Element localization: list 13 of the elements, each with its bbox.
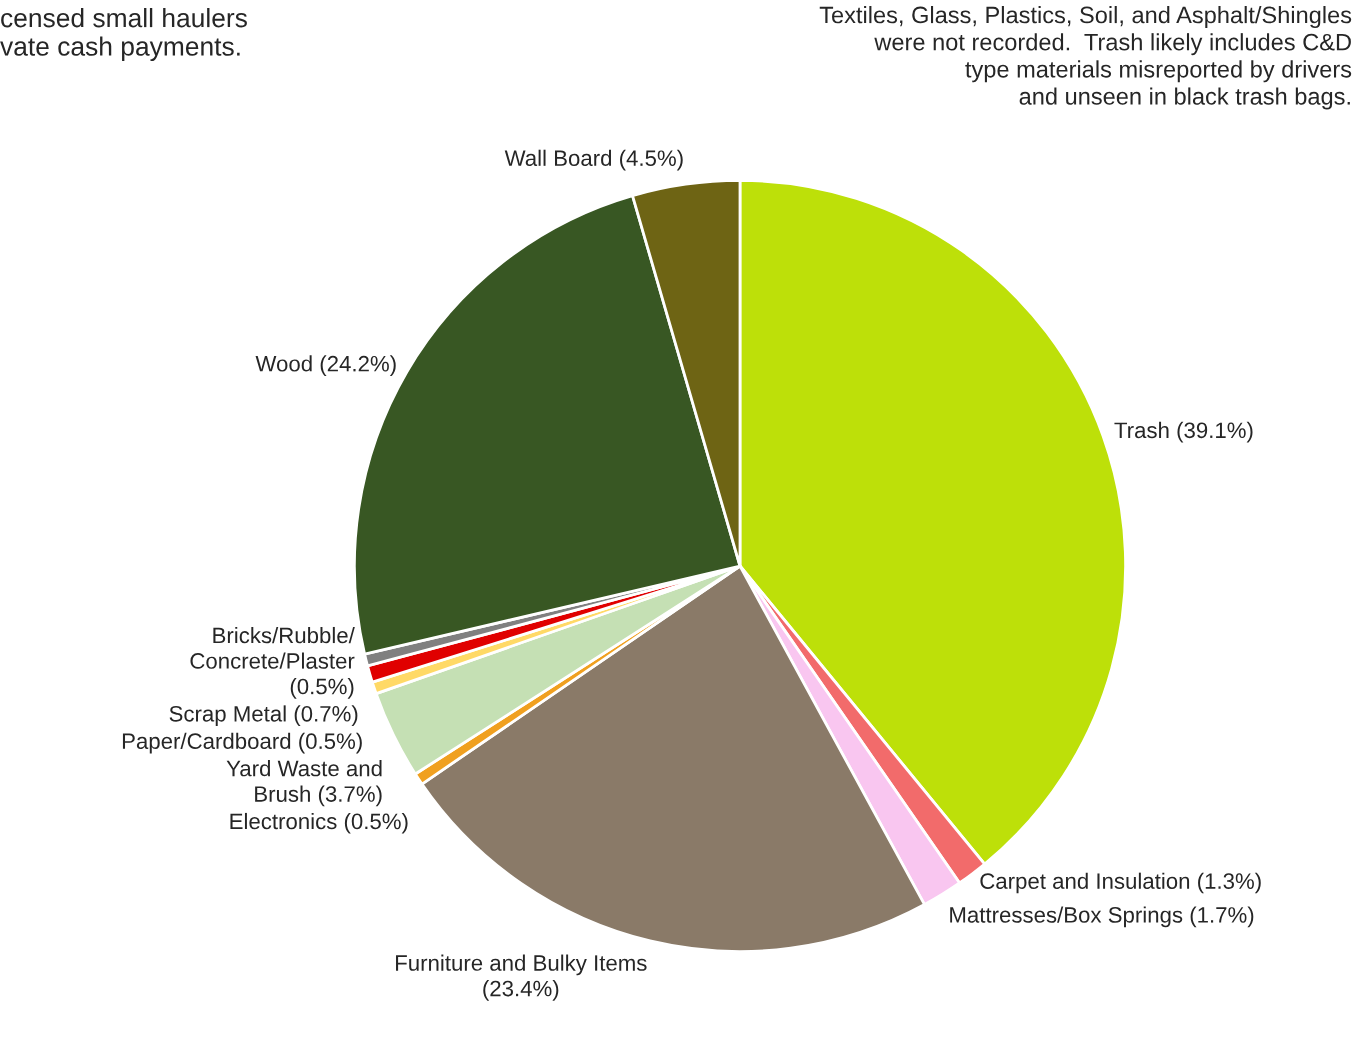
slice-label: Wood (24.2%) [255, 355, 396, 376]
slice-label: Electronics (0.5%) [230, 812, 408, 834]
slice-label: Carpet and Insulation (1.3%) [980, 872, 1261, 894]
slice-label: Furniture and Bulky Items (23.4%) [396, 954, 647, 1001]
slice-label: Bricks/Rubble/ Concrete/Plaster (0.5%) [190, 626, 355, 699]
slice-label: Trash (39.1%) [1114, 421, 1253, 443]
slice-label: Paper/Cardboard (0.5%) [122, 732, 362, 754]
slice-label: Yard Waste and Brush (3.7%) [226, 760, 382, 807]
slice-label: Scrap Metal (0.7%) [169, 705, 358, 727]
slice-label: Wall Board (4.5%) [504, 149, 683, 171]
text: Textiles, Glass, Plastics, Soil, and Asphalt/Shingles were not recorded. Trash likely includes C&D type materials misreported by drivers and unseen in black trash bags. [819, 6, 1352, 110]
slice-label: Mattresses/Box Springs (1.7%) [950, 906, 1254, 928]
text: censed small haulers vate cash payments. [0, 8, 247, 62]
